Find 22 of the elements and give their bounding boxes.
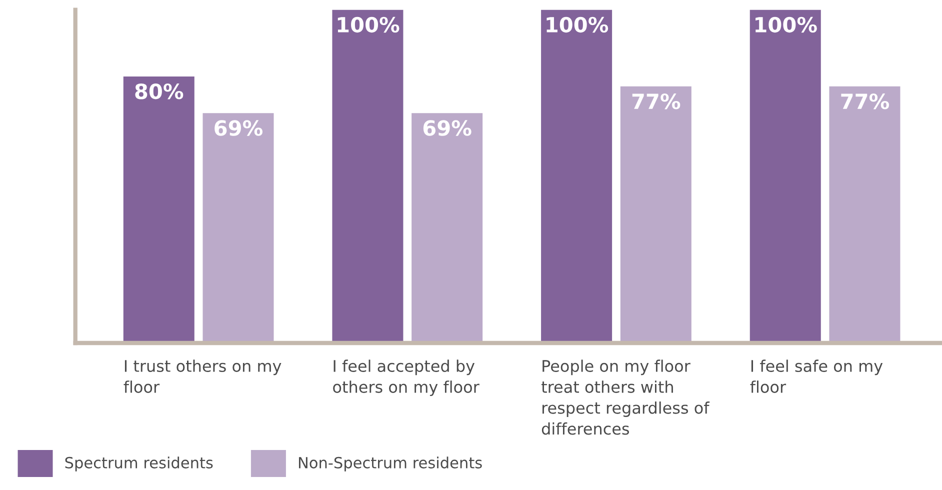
data-label: 100% — [756, 16, 817, 33]
x-tick-label: I feel safe on my floor — [750, 360, 883, 393]
data-label: 77% — [632, 93, 680, 110]
bar — [829, 86, 900, 343]
data-label: 69% — [214, 120, 263, 136]
bar — [123, 76, 194, 343]
bar — [332, 10, 404, 343]
bar — [750, 10, 821, 343]
data-label: 100% — [546, 16, 608, 33]
legend-label: Non-Spectrum residents — [298, 456, 482, 472]
x-tick-label: I feel accepted by others on my floor — [333, 360, 480, 396]
bar — [620, 86, 692, 343]
data-label: 80% — [135, 83, 184, 100]
x-tick-label: People on my floor treat others with respect regardless of differences — [541, 360, 710, 435]
x-tick-label: I trust others on my floor — [124, 360, 282, 393]
data-label: 100% — [338, 16, 400, 33]
bar — [412, 113, 483, 343]
data-label: 69% — [423, 120, 472, 136]
bar — [541, 10, 612, 343]
legend-label: Spectrum residents — [65, 456, 213, 472]
data-label: 77% — [841, 93, 890, 110]
bar — [202, 113, 274, 343]
